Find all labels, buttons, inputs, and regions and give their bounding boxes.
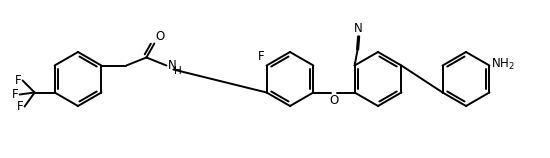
Text: F: F: [12, 88, 19, 101]
Text: O: O: [329, 94, 339, 106]
Text: F: F: [15, 74, 21, 87]
Text: F: F: [258, 49, 265, 63]
Text: O: O: [156, 30, 164, 43]
Text: N: N: [354, 22, 363, 36]
Text: H: H: [174, 66, 182, 76]
Text: N: N: [167, 59, 176, 72]
Text: NH$_2$: NH$_2$: [491, 57, 515, 72]
Text: F: F: [17, 100, 24, 113]
